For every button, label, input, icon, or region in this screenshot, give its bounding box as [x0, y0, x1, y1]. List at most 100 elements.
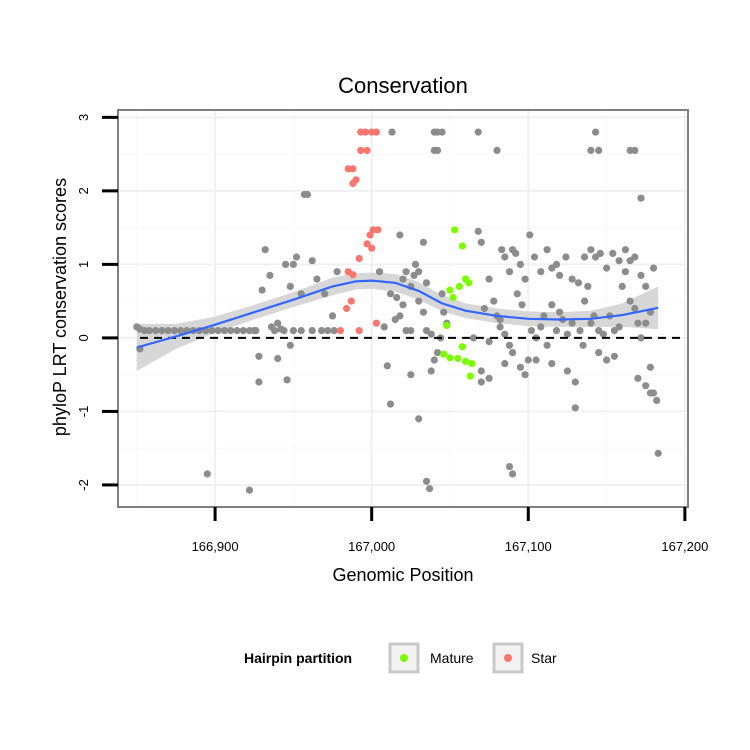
point-other [637, 271, 645, 279]
point-other [637, 334, 645, 342]
point-other [649, 264, 658, 272]
point-other [419, 308, 427, 316]
point-other [399, 301, 407, 309]
point-other [438, 128, 446, 136]
point-other [562, 253, 570, 261]
point-other [477, 238, 485, 246]
y-tick-label: 1 [76, 261, 91, 268]
point-other [250, 327, 258, 335]
point-other [610, 352, 619, 360]
point-mature [462, 357, 470, 365]
point-other [615, 257, 623, 265]
point-star [368, 244, 376, 252]
point-other [170, 327, 178, 335]
point-mature [446, 354, 454, 362]
point-star [361, 128, 369, 136]
point-other [505, 341, 514, 349]
point-other [631, 304, 639, 313]
point-other [303, 190, 312, 199]
legend-swatch-star [504, 654, 512, 662]
point-other [556, 308, 564, 316]
point-other [532, 356, 540, 364]
point-mature [440, 350, 448, 358]
point-other [430, 356, 438, 364]
legend-item-mature: Mature [388, 642, 474, 674]
legend-label-mature: Mature [430, 650, 474, 666]
point-other [433, 146, 442, 154]
point-other [422, 279, 431, 287]
point-other [574, 279, 583, 287]
point-other [556, 271, 564, 279]
point-other [477, 378, 485, 386]
point-other [422, 477, 431, 485]
point-other [208, 327, 216, 335]
point-other [621, 268, 630, 276]
point-other [289, 327, 297, 335]
x-tick-label: 166,900 [192, 539, 239, 554]
point-other [402, 327, 410, 335]
point-other [498, 246, 506, 254]
point-other [297, 327, 305, 335]
point-other [220, 327, 229, 335]
y-tick-label: 0 [76, 334, 91, 341]
point-other [393, 293, 401, 302]
x-tick-label: 167,200 [661, 539, 708, 554]
point-other [548, 301, 556, 309]
point-star [372, 128, 380, 136]
point-other [399, 275, 407, 283]
point-other [618, 282, 626, 290]
point-other [530, 253, 539, 261]
point-other [324, 327, 332, 335]
point-other [609, 249, 617, 257]
point-other [328, 312, 337, 320]
point-other [386, 290, 395, 298]
point-other [477, 367, 485, 375]
point-other [581, 297, 589, 305]
point-other [637, 194, 645, 202]
point-other [634, 374, 642, 382]
panel-border [117, 109, 689, 508]
point-star [343, 304, 351, 313]
point-other [490, 297, 498, 305]
point-other [292, 253, 301, 261]
point-other [286, 341, 294, 349]
smooth-trend-line [136, 279, 659, 349]
point-other [396, 312, 404, 320]
point-other [239, 327, 247, 335]
point-other [508, 349, 517, 357]
point-other [485, 275, 493, 283]
point-mature [466, 372, 474, 380]
point-other [595, 349, 603, 357]
point-other [333, 268, 341, 276]
point-other [512, 249, 520, 257]
point-other [280, 327, 288, 335]
y-axis-title: phyloP LRT conservation scores [50, 178, 70, 436]
point-other [258, 286, 266, 294]
legend-item-star: Star [492, 642, 557, 674]
point-other [584, 282, 592, 290]
point-star [363, 146, 371, 154]
point-mature [465, 279, 473, 287]
point-other [642, 382, 650, 390]
point-other [438, 290, 446, 298]
point-other [603, 264, 611, 272]
legend-title: Hairpin partition [244, 650, 352, 666]
point-other [177, 327, 185, 335]
point-mature [443, 321, 451, 329]
point-star [366, 231, 374, 239]
y-tick-label: 3 [76, 114, 91, 121]
point-other [152, 327, 160, 335]
point-mature [468, 360, 476, 368]
point-other [214, 327, 222, 335]
point-other [308, 327, 316, 335]
point-other [283, 376, 291, 384]
point-mature [458, 343, 467, 351]
point-other [634, 319, 642, 327]
point-other [415, 268, 423, 276]
x-axis-title: Genomic Position [332, 565, 473, 585]
point-other [521, 275, 529, 283]
point-star [363, 240, 371, 248]
point-mature [446, 286, 454, 294]
point-other [375, 268, 384, 276]
